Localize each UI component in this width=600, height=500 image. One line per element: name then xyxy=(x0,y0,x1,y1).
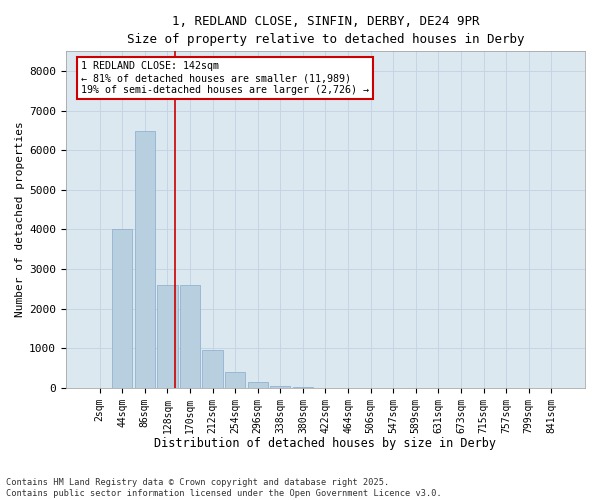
Bar xyxy=(202,350,223,388)
Text: Contains HM Land Registry data © Crown copyright and database right 2025.
Contai: Contains HM Land Registry data © Crown c… xyxy=(6,478,442,498)
Y-axis label: Number of detached properties: Number of detached properties xyxy=(15,122,25,318)
Title: 1, REDLAND CLOSE, SINFIN, DERBY, DE24 9PR
Size of property relative to detached : 1, REDLAND CLOSE, SINFIN, DERBY, DE24 9P… xyxy=(127,15,524,46)
Bar xyxy=(248,382,268,388)
Bar xyxy=(134,130,155,388)
Bar xyxy=(112,230,133,388)
X-axis label: Distribution of detached houses by size in Derby: Distribution of detached houses by size … xyxy=(154,437,496,450)
Bar xyxy=(225,372,245,388)
Bar xyxy=(157,285,178,388)
Text: 1 REDLAND CLOSE: 142sqm
← 81% of detached houses are smaller (11,989)
19% of sem: 1 REDLAND CLOSE: 142sqm ← 81% of detache… xyxy=(82,62,370,94)
Bar xyxy=(180,285,200,388)
Bar xyxy=(270,386,290,388)
